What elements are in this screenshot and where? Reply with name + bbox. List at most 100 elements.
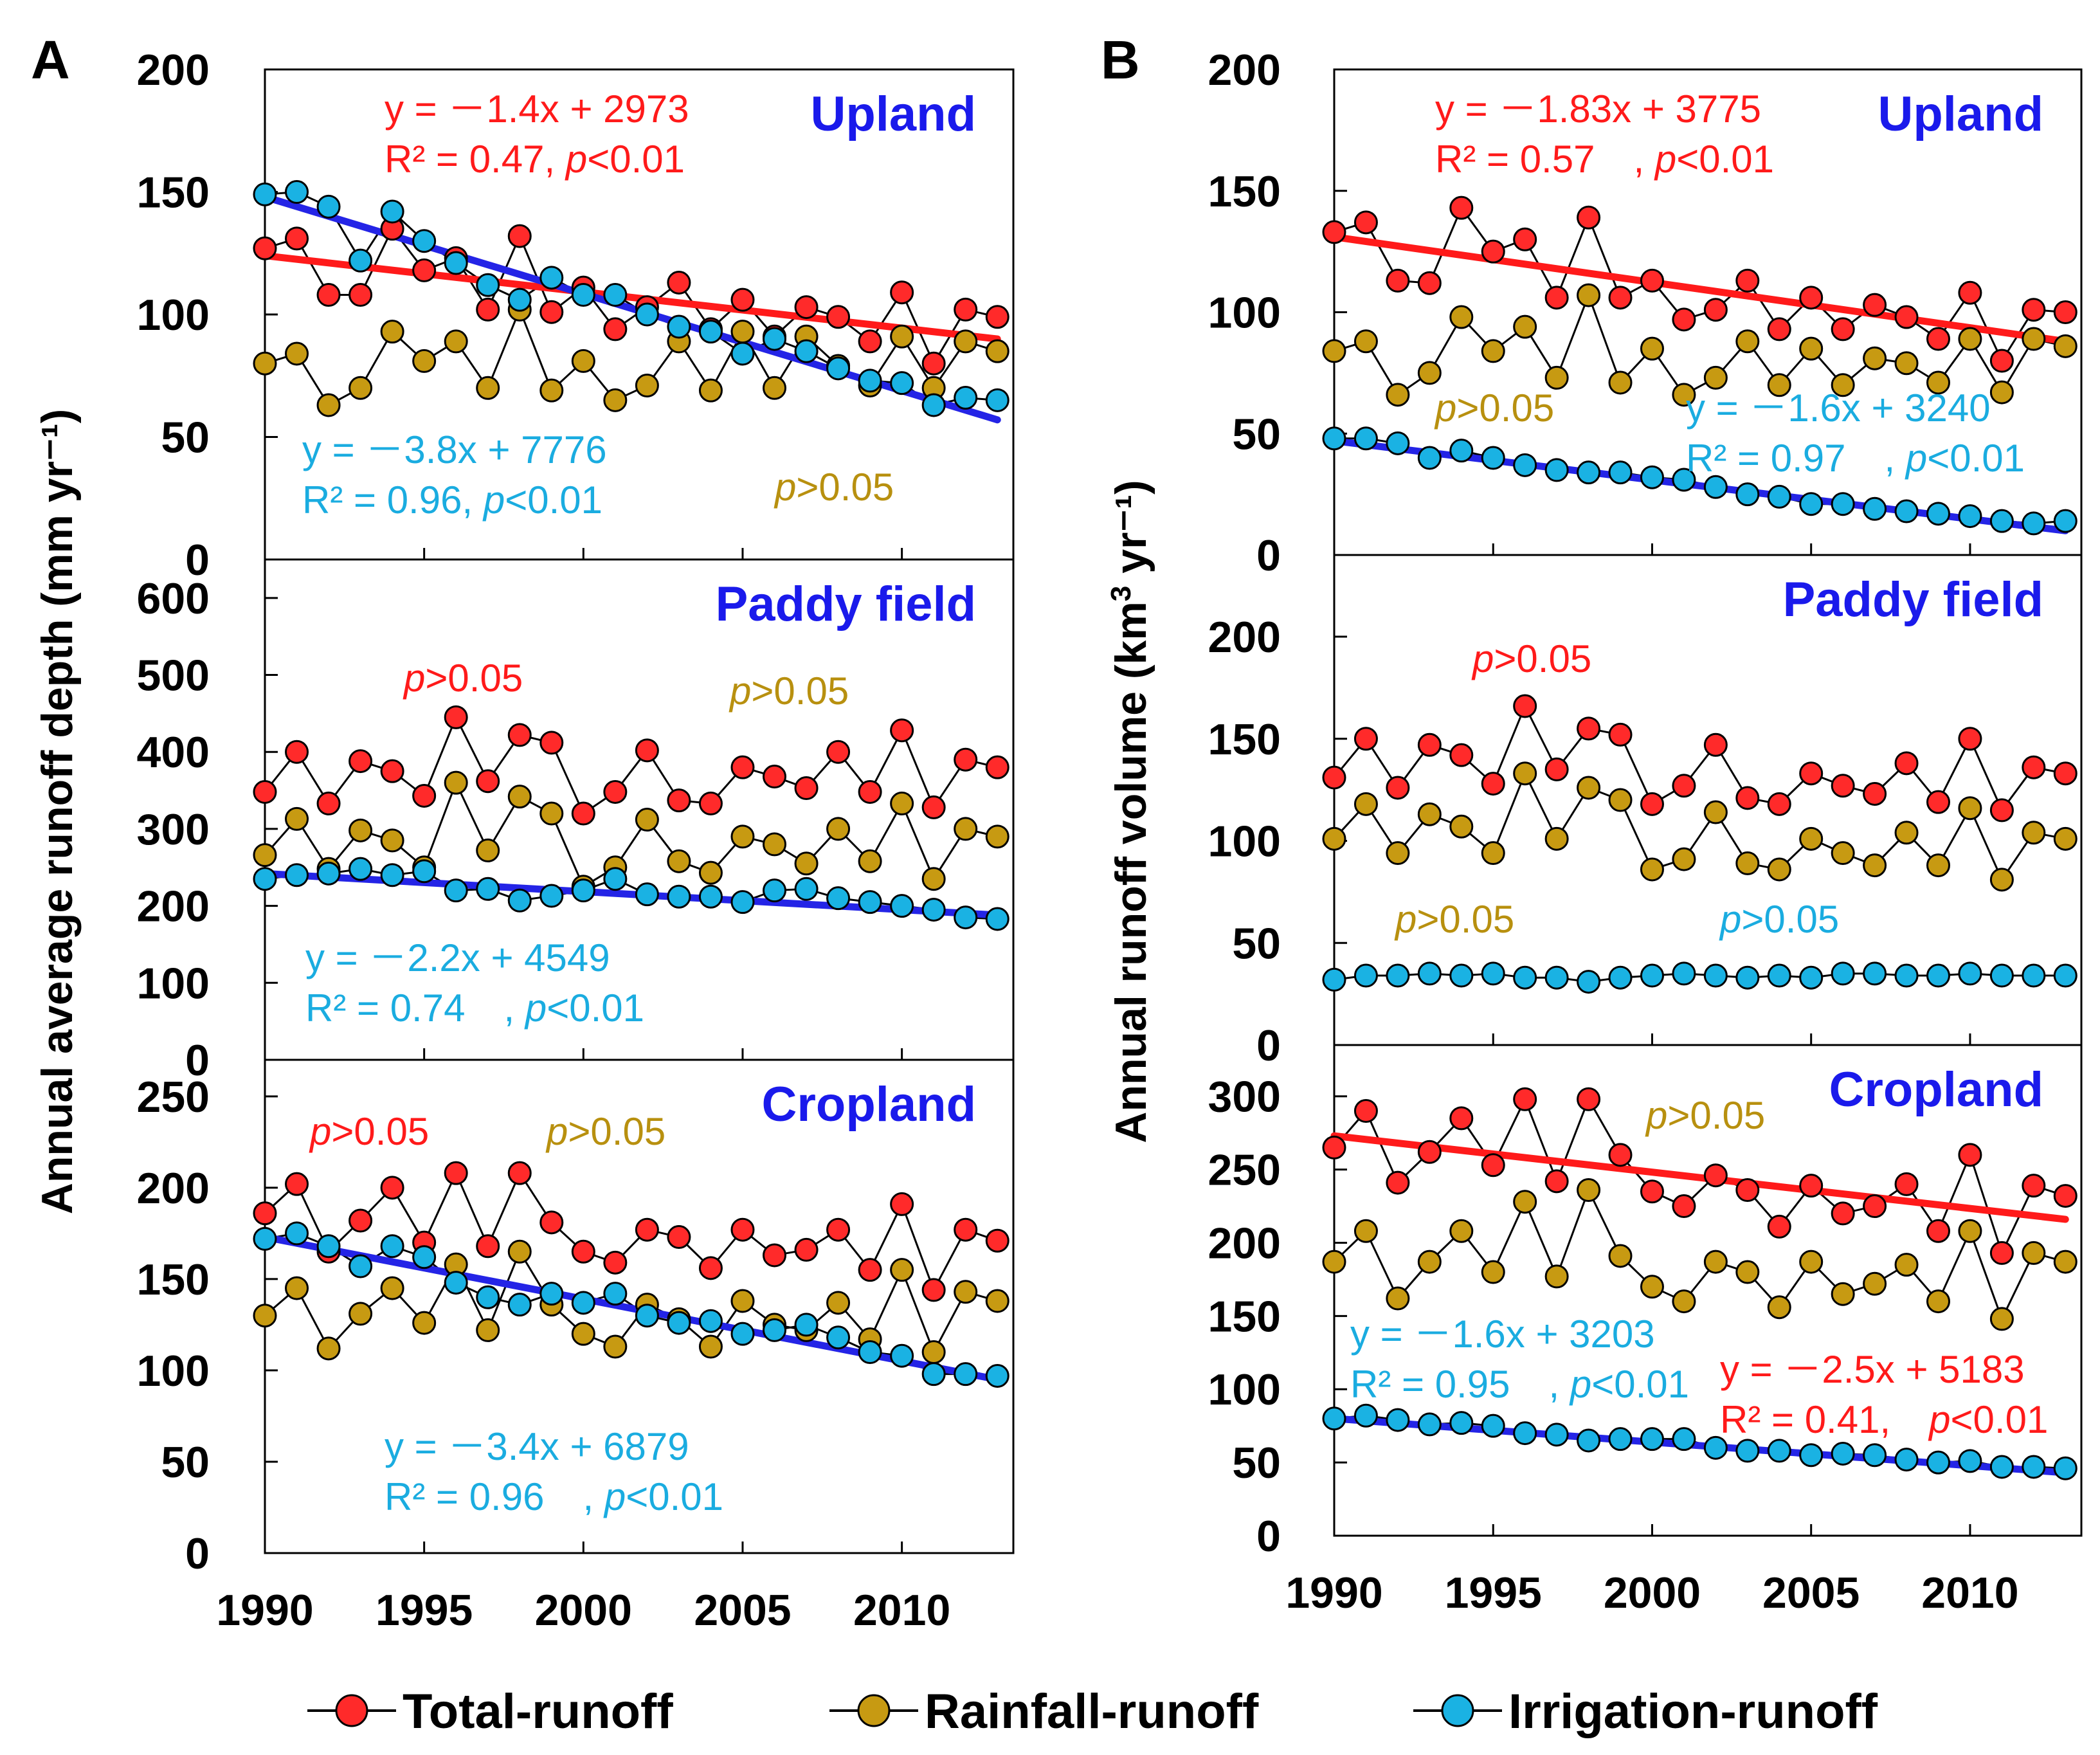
point-irrigation-runoff [348, 1254, 373, 1278]
point-irrigation-runoff [1894, 499, 1919, 523]
point-total-runoff [794, 776, 819, 800]
point-irrigation-runoff [316, 194, 341, 219]
point-total-runoff [1799, 761, 1824, 786]
y-tick-label: 50 [1232, 919, 1281, 968]
point-irrigation-runoff [1608, 965, 1633, 990]
point-rainfall-runoff [603, 388, 628, 412]
point-irrigation-runoff [1608, 1427, 1633, 1451]
point-rainfall-runoff [1577, 1178, 1601, 1202]
point-irrigation-runoff [444, 251, 468, 275]
point-irrigation-runoff [316, 861, 341, 886]
point-irrigation-runoff [1544, 965, 1569, 990]
point-irrigation-runoff [253, 1226, 277, 1251]
point-irrigation-runoff [1386, 431, 1410, 455]
point-rainfall-runoff [1449, 1219, 1474, 1243]
point-rainfall-runoff [507, 785, 532, 809]
point-total-runoff [348, 1208, 373, 1233]
subplot-title: Paddy field [1783, 572, 2043, 627]
point-total-runoff [2053, 1184, 2077, 1208]
point-rainfall-runoff [1863, 853, 1887, 878]
point-irrigation-runoff [1577, 460, 1601, 485]
series-line-total-runoff [264, 714, 998, 815]
point-irrigation-runoff [921, 898, 946, 922]
point-irrigation-runoff [635, 302, 659, 327]
point-irrigation-runoff [1481, 446, 1505, 470]
point-irrigation-runoff [2053, 963, 2077, 988]
point-rainfall-runoff [1608, 1244, 1633, 1268]
point-total-runoff [2053, 761, 2077, 786]
point-irrigation-runoff [539, 266, 564, 290]
y-tick-label: 50 [1232, 1439, 1281, 1487]
point-total-runoff [890, 280, 914, 305]
legend: Total-runoff Rainfall-runoff Irrigation-ru… [307, 1684, 1878, 1739]
point-total-runoff [1958, 280, 1982, 305]
point-total-runoff [1863, 781, 1887, 806]
point-total-runoff [667, 1225, 691, 1250]
point-irrigation-runoff [1703, 963, 1728, 988]
point-total-runoff [1767, 1214, 1791, 1239]
point-total-runoff [1577, 205, 1601, 230]
point-rainfall-runoff [476, 838, 500, 862]
y-tick-label: 400 [137, 728, 210, 777]
point-rainfall-runoff [285, 1276, 309, 1300]
point-irrigation-runoff [954, 386, 978, 410]
series-line-rainfall-runoff [264, 1249, 998, 1355]
point-total-runoff [794, 1237, 819, 1262]
significance-note: p>0.05 [545, 1110, 665, 1153]
point-irrigation-runoff [1831, 492, 1855, 516]
legend-marker [857, 1694, 891, 1727]
y-tick-label: 50 [161, 1438, 210, 1487]
point-rainfall-runoff [730, 1289, 755, 1313]
point-rainfall-runoff [1894, 1253, 1919, 1277]
point-irrigation-runoff [2022, 1455, 2046, 1479]
point-total-runoff [667, 788, 691, 813]
point-rainfall-runoff [1735, 851, 1760, 875]
point-rainfall-runoff [890, 791, 914, 815]
point-total-runoff [985, 305, 1009, 329]
point-rainfall-runoff [1703, 365, 1728, 390]
point-irrigation-runoff [794, 1313, 819, 1337]
point-irrigation-runoff [1767, 963, 1791, 988]
point-irrigation-runoff [1417, 961, 1442, 986]
point-rainfall-runoff [1926, 1289, 1950, 1314]
point-total-runoff [1608, 722, 1633, 747]
point-rainfall-runoff [380, 828, 404, 853]
point-rainfall-runoff [2022, 1241, 2046, 1265]
point-total-runoff [1703, 732, 1728, 757]
significance-note: p>0.05 [1434, 386, 1554, 430]
point-total-runoff [1894, 305, 1919, 329]
point-rainfall-runoff [1767, 857, 1791, 882]
point-total-runoff [1672, 774, 1696, 798]
point-irrigation-runoff [412, 859, 437, 884]
point-rainfall-runoff [954, 817, 978, 841]
point-rainfall-runoff [1926, 370, 1950, 395]
point-total-runoff [603, 779, 628, 804]
point-rainfall-runoff [698, 860, 723, 885]
x-tick-label: 2010 [853, 1586, 950, 1635]
point-irrigation-runoff [476, 273, 500, 297]
point-rainfall-runoff [1386, 841, 1410, 866]
point-total-runoff [476, 1234, 500, 1259]
legend-item-rainfall: Rainfall-runoff [829, 1684, 1259, 1739]
y-tick-label: 500 [137, 651, 210, 700]
point-rainfall-runoff [1322, 1250, 1346, 1274]
point-rainfall-runoff [348, 818, 373, 842]
point-total-runoff [858, 779, 882, 804]
y-tick-label: 300 [1208, 1073, 1281, 1122]
point-irrigation-runoff [1449, 1411, 1474, 1435]
point-rainfall-runoff [1386, 1286, 1410, 1311]
significance-note: p>0.05 [774, 466, 894, 509]
point-rainfall-runoff [1608, 370, 1633, 395]
point-rainfall-runoff [571, 1322, 595, 1346]
point-rainfall-runoff [763, 832, 787, 857]
point-rainfall-runoff [1894, 821, 1919, 845]
point-rainfall-runoff [253, 1304, 277, 1328]
point-rainfall-runoff [1544, 826, 1569, 851]
point-total-runoff [348, 283, 373, 307]
point-rainfall-runoff [1767, 1295, 1791, 1320]
point-irrigation-runoff [763, 1318, 787, 1342]
point-irrigation-runoff [1958, 1449, 1982, 1473]
point-total-runoff [476, 297, 500, 322]
point-irrigation-runoff [1353, 963, 1378, 988]
point-irrigation-runoff [285, 180, 309, 204]
